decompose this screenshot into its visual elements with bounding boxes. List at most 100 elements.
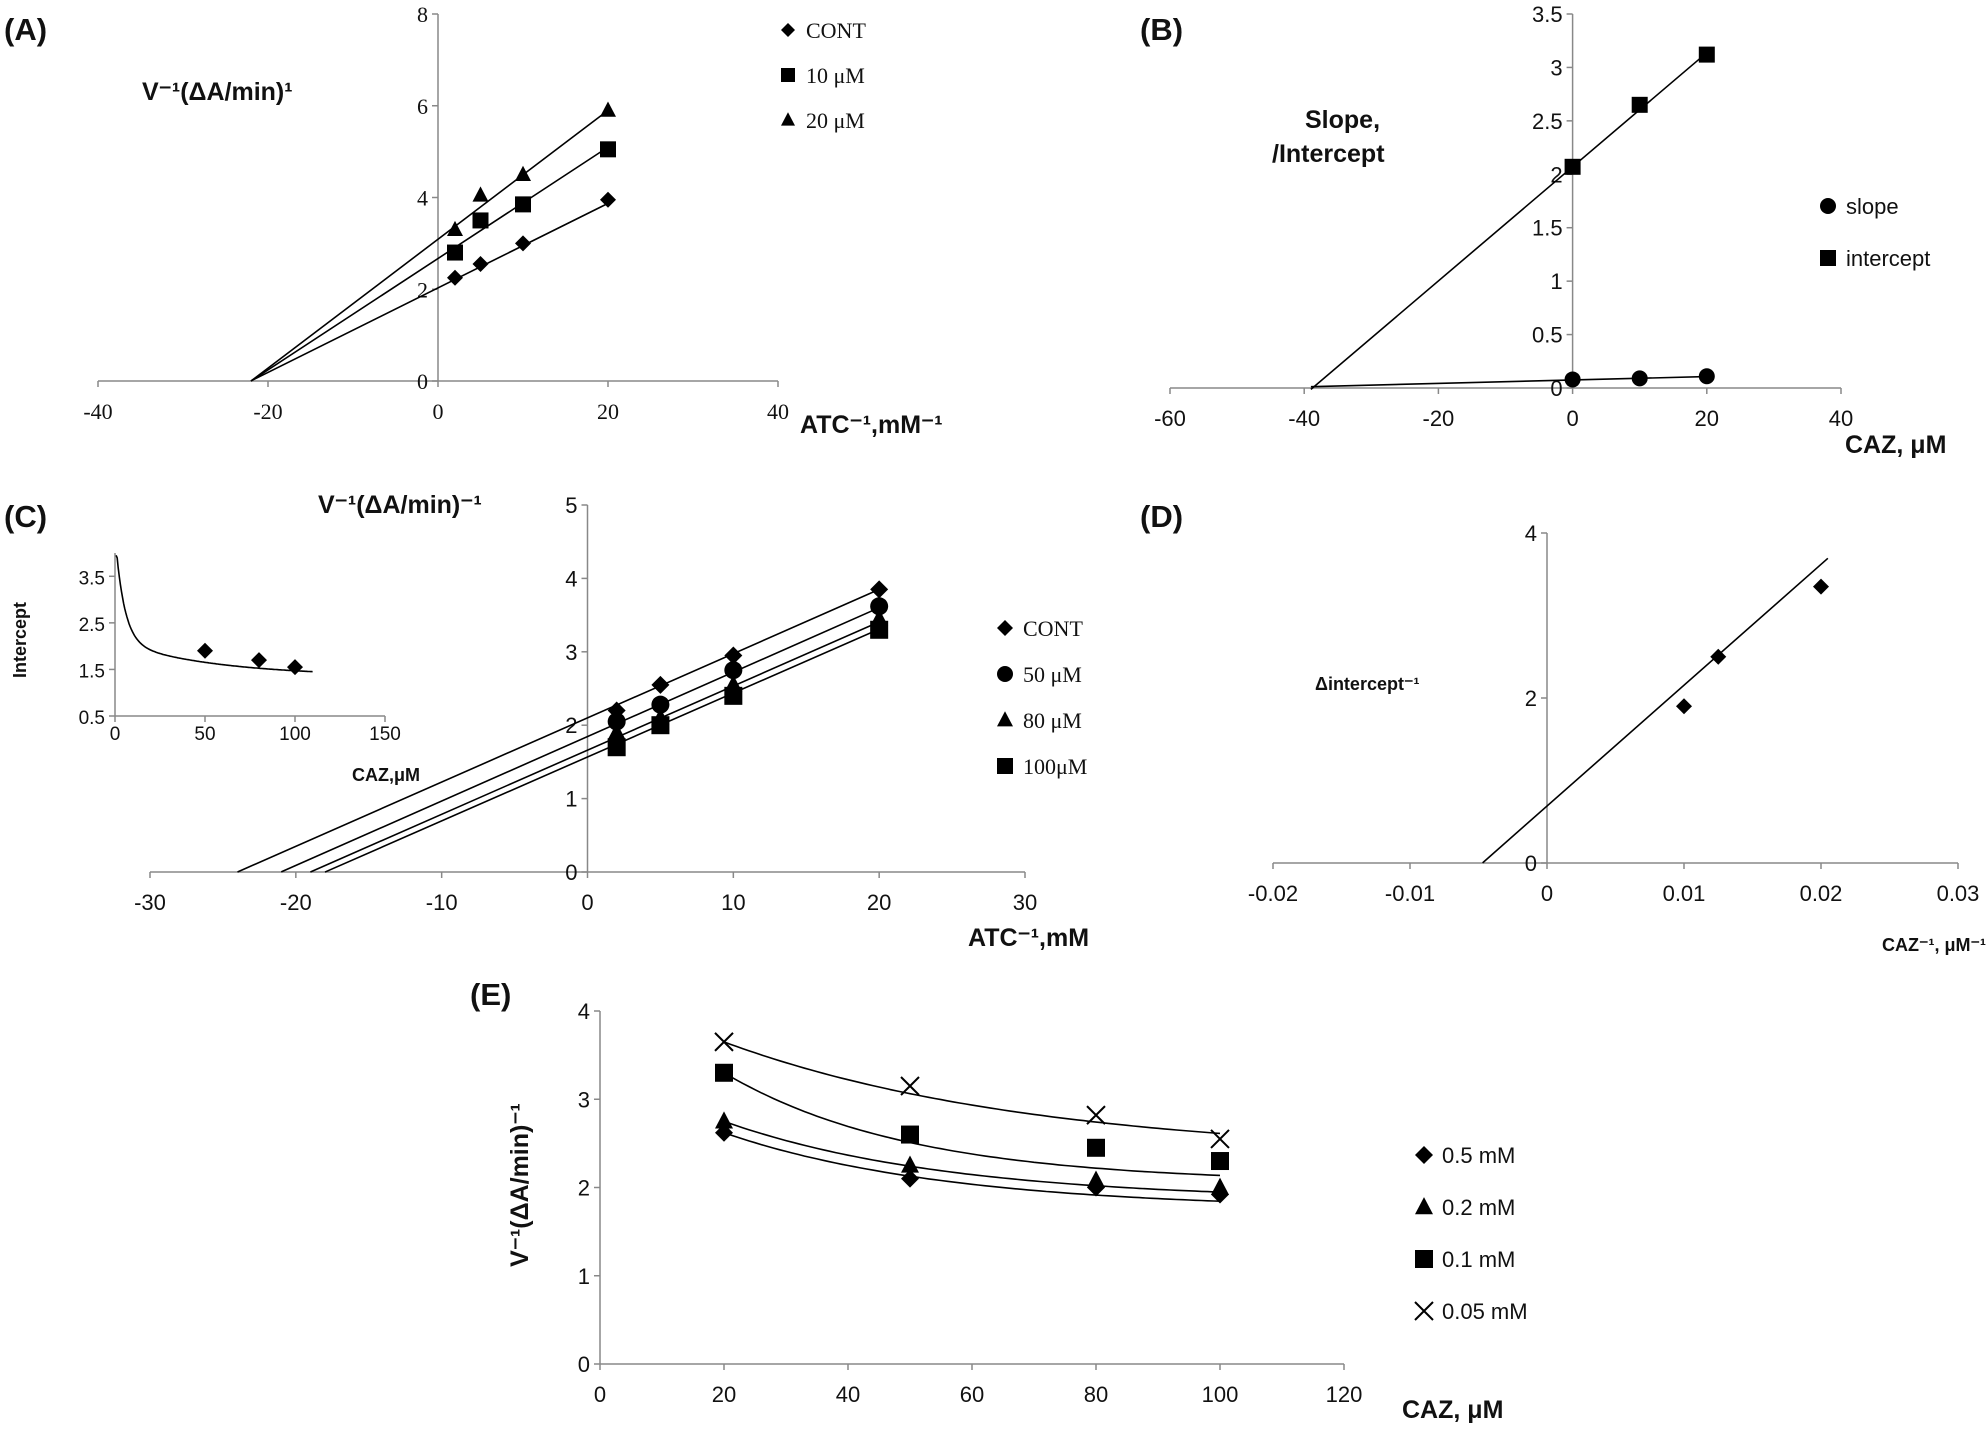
chart-d: -0.02 -0.01 0 0.01 0.02 0.03 0 2 4 (D) Δintercept⁻… bbox=[1140, 499, 1986, 955]
x-tick-label: -20 bbox=[253, 399, 282, 424]
x-tick-label: -10 bbox=[426, 890, 458, 915]
legend-marker bbox=[997, 711, 1013, 726]
data-point bbox=[901, 1126, 919, 1144]
x-tick-label: 40 bbox=[1829, 406, 1853, 431]
series-100-m bbox=[325, 621, 888, 872]
x-tick-label: 100 bbox=[1202, 1382, 1239, 1407]
y-tick-label: 6 bbox=[417, 94, 428, 119]
data-point bbox=[515, 196, 531, 212]
legend-marker bbox=[1415, 1250, 1433, 1268]
x-axis-title: CAZ⁻¹, μM⁻¹ bbox=[1882, 935, 1986, 955]
x-tick-label: 40 bbox=[767, 399, 789, 424]
legend-marker bbox=[1820, 198, 1836, 214]
data-point bbox=[1087, 1171, 1105, 1188]
fit-curve bbox=[724, 1121, 1220, 1192]
x-tick-label: 10 bbox=[721, 890, 745, 915]
legend-label: 0.05 mM bbox=[1442, 1299, 1528, 1324]
data-point bbox=[1211, 1152, 1229, 1170]
legend-marker bbox=[781, 23, 795, 37]
x-tick-label: 80 bbox=[1084, 1382, 1108, 1407]
chart-c-inset: 0 50 100 1500.51.52.53.5InterceptCAZ,μM bbox=[10, 553, 420, 785]
x-tick-label: -20 bbox=[280, 890, 312, 915]
x-tick-label: 120 bbox=[1326, 1382, 1363, 1407]
x-tick-label: -20 bbox=[1423, 406, 1455, 431]
x-tick-label: 20 bbox=[712, 1382, 736, 1407]
x-tick-label: 0.01 bbox=[1663, 881, 1706, 906]
legend-label: CONT bbox=[1023, 616, 1083, 641]
x-axis-title: CAZ,μM bbox=[352, 765, 420, 785]
x-tick-label: -40 bbox=[83, 399, 112, 424]
legend-marker bbox=[1820, 250, 1836, 266]
data-point bbox=[724, 687, 742, 705]
series-0-5-mm bbox=[715, 1124, 1229, 1204]
fit-line bbox=[325, 629, 879, 872]
y-tick-label: 3.5 bbox=[1532, 2, 1563, 27]
x-tick-label: 50 bbox=[194, 724, 215, 745]
data-point bbox=[1211, 1178, 1229, 1195]
legend-label: CONT bbox=[806, 18, 866, 43]
legend-label: slope bbox=[1846, 194, 1899, 219]
x-tick-label: -0.01 bbox=[1385, 881, 1435, 906]
data-point bbox=[1813, 579, 1829, 595]
series-cont bbox=[251, 192, 616, 381]
panel-label: (D) bbox=[1140, 499, 1183, 534]
legend-marker bbox=[781, 68, 795, 82]
y-axis-title: Slope, bbox=[1305, 106, 1380, 134]
y-tick-label: 1.5 bbox=[1532, 216, 1563, 241]
series-cont bbox=[238, 580, 889, 872]
legend-label: intercept bbox=[1846, 246, 1930, 271]
y-tick-label: 2 bbox=[1525, 686, 1537, 711]
series-0-05-mm bbox=[715, 1033, 1229, 1148]
legend-label: 80 μM bbox=[1023, 708, 1082, 733]
x-tick-label: -40 bbox=[1288, 406, 1320, 431]
y-axis-title: Intercept bbox=[10, 602, 30, 678]
legend-label: 0.1 mM bbox=[1442, 1247, 1515, 1272]
data-point bbox=[1632, 97, 1648, 113]
data-point bbox=[1565, 371, 1581, 387]
series-intercept bbox=[1311, 47, 1715, 390]
legend-label: 0.2 mM bbox=[1442, 1195, 1515, 1220]
data-point bbox=[1676, 698, 1692, 714]
x-tick-label: 20 bbox=[1695, 406, 1719, 431]
y-tick-label: 3 bbox=[578, 1087, 590, 1112]
x-tick-label: 40 bbox=[836, 1382, 860, 1407]
y-tick-label: 0.5 bbox=[79, 708, 105, 729]
x-tick-label: 0 bbox=[433, 399, 444, 424]
y-tick-label: 3 bbox=[1550, 55, 1562, 80]
data-point bbox=[600, 102, 616, 117]
data-point bbox=[600, 141, 616, 157]
legend-label: 50 μM bbox=[1023, 662, 1082, 687]
data-point bbox=[901, 1077, 919, 1095]
data-point bbox=[870, 621, 888, 639]
x-axis-title: CAZ, μM bbox=[1402, 1396, 1503, 1424]
fit-line bbox=[251, 147, 608, 381]
data-point bbox=[515, 166, 531, 181]
panel-label: (C) bbox=[4, 499, 47, 534]
x-tick-label: 100 bbox=[279, 724, 311, 745]
y-axis-title: V⁻¹(ΔA/min)⁻¹ bbox=[318, 491, 482, 519]
data-point bbox=[1087, 1139, 1105, 1157]
data-point bbox=[1632, 370, 1648, 386]
panel-label: (E) bbox=[470, 977, 511, 1012]
x-axis-title: ATC⁻¹,mM⁻¹ bbox=[800, 411, 943, 439]
x-tick-label: 60 bbox=[960, 1382, 984, 1407]
y-tick-label: 8 bbox=[417, 2, 428, 27]
y-axis-title: /Intercept bbox=[1272, 140, 1385, 168]
fit-line bbox=[238, 589, 880, 872]
series-10-m bbox=[251, 141, 616, 381]
y-tick-label: 4 bbox=[578, 999, 590, 1024]
y-tick-label: 0.5 bbox=[1532, 323, 1563, 348]
data-point bbox=[1565, 159, 1581, 175]
data-point bbox=[901, 1156, 919, 1173]
y-tick-label: 3 bbox=[565, 640, 577, 665]
x-tick-label: 0 bbox=[1566, 406, 1578, 431]
data-point bbox=[447, 245, 463, 261]
legend-label: 100μM bbox=[1023, 754, 1087, 779]
y-tick-label: 1 bbox=[578, 1264, 590, 1289]
legend-marker bbox=[997, 758, 1013, 774]
y-tick-label: 0 bbox=[417, 369, 428, 394]
x-tick-label: 0.02 bbox=[1800, 881, 1843, 906]
fit-line bbox=[251, 110, 608, 381]
y-tick-label: 2 bbox=[417, 277, 428, 302]
y-tick-label: 1.5 bbox=[79, 661, 105, 682]
